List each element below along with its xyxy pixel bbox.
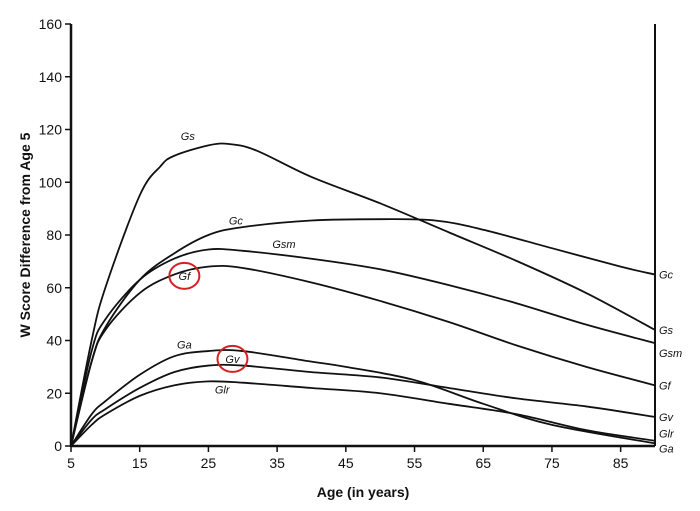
end-label-gc: Gc [659,270,674,282]
x-tick-label: 75 [544,455,560,471]
end-label-gsm: Gsm [659,348,682,360]
y-tick-label: 80 [46,227,62,243]
series-line-gs [70,142,656,447]
y-tick-label: 60 [46,280,62,296]
series-label-glr: Glr [215,384,231,396]
y-tick-label: 0 [54,438,62,454]
x-tick-label: 15 [132,455,148,471]
highlight-circle [216,344,249,373]
y-tick-label: 20 [46,385,62,401]
highlight-circle [168,261,201,290]
y-axis-label: W Score Difference from Age 5 [17,132,33,337]
series-line-gsm [70,248,656,447]
axes: 0 20 40 60 80 100 120 140 160 5 15 25 35 45 55 65 75 85 [39,16,656,471]
x-tick-label: 55 [407,455,423,471]
series-lines [70,142,656,447]
series-label-gs: Gs [181,131,196,143]
series-label-gsm: Gsm [272,239,295,251]
series-line-ga [70,349,656,447]
y-tick-label: 100 [39,174,63,190]
y-tick-label: 140 [39,69,63,85]
x-tick-label: 35 [269,455,285,471]
end-label-glr: Glr [659,429,675,441]
series-line-gc [70,218,656,447]
end-label-ga: Ga [659,443,674,455]
series-label-gc: Gc [229,215,244,227]
series-label-ga: Ga [177,339,192,351]
series-label-gf: Gf [179,271,192,283]
series-labels: Gs Gs Gc Gc Gsm Gsm Gf Gf Ga Ga Gv Gv Glr Glr [168,131,682,455]
end-label-gs: Gs [659,325,674,337]
series-label-gv: Gv [225,354,241,366]
x-tick-label: 5 [67,455,75,471]
end-label-gf: Gf [659,380,672,392]
x-tick-label: 45 [338,455,354,471]
series-line-glr [70,380,656,447]
x-tick-label: 25 [201,455,217,471]
y-tick-label: 40 [46,333,62,349]
series-line-gf [70,264,656,447]
x-tick-label: 85 [613,455,629,471]
x-axis-label: Age (in years) [317,484,410,500]
y-tick-label: 120 [39,122,63,138]
y-tick-label: 160 [39,16,63,32]
x-tick-label: 65 [475,455,491,471]
end-label-gv: Gv [659,412,675,424]
series-line-gv [70,363,656,447]
